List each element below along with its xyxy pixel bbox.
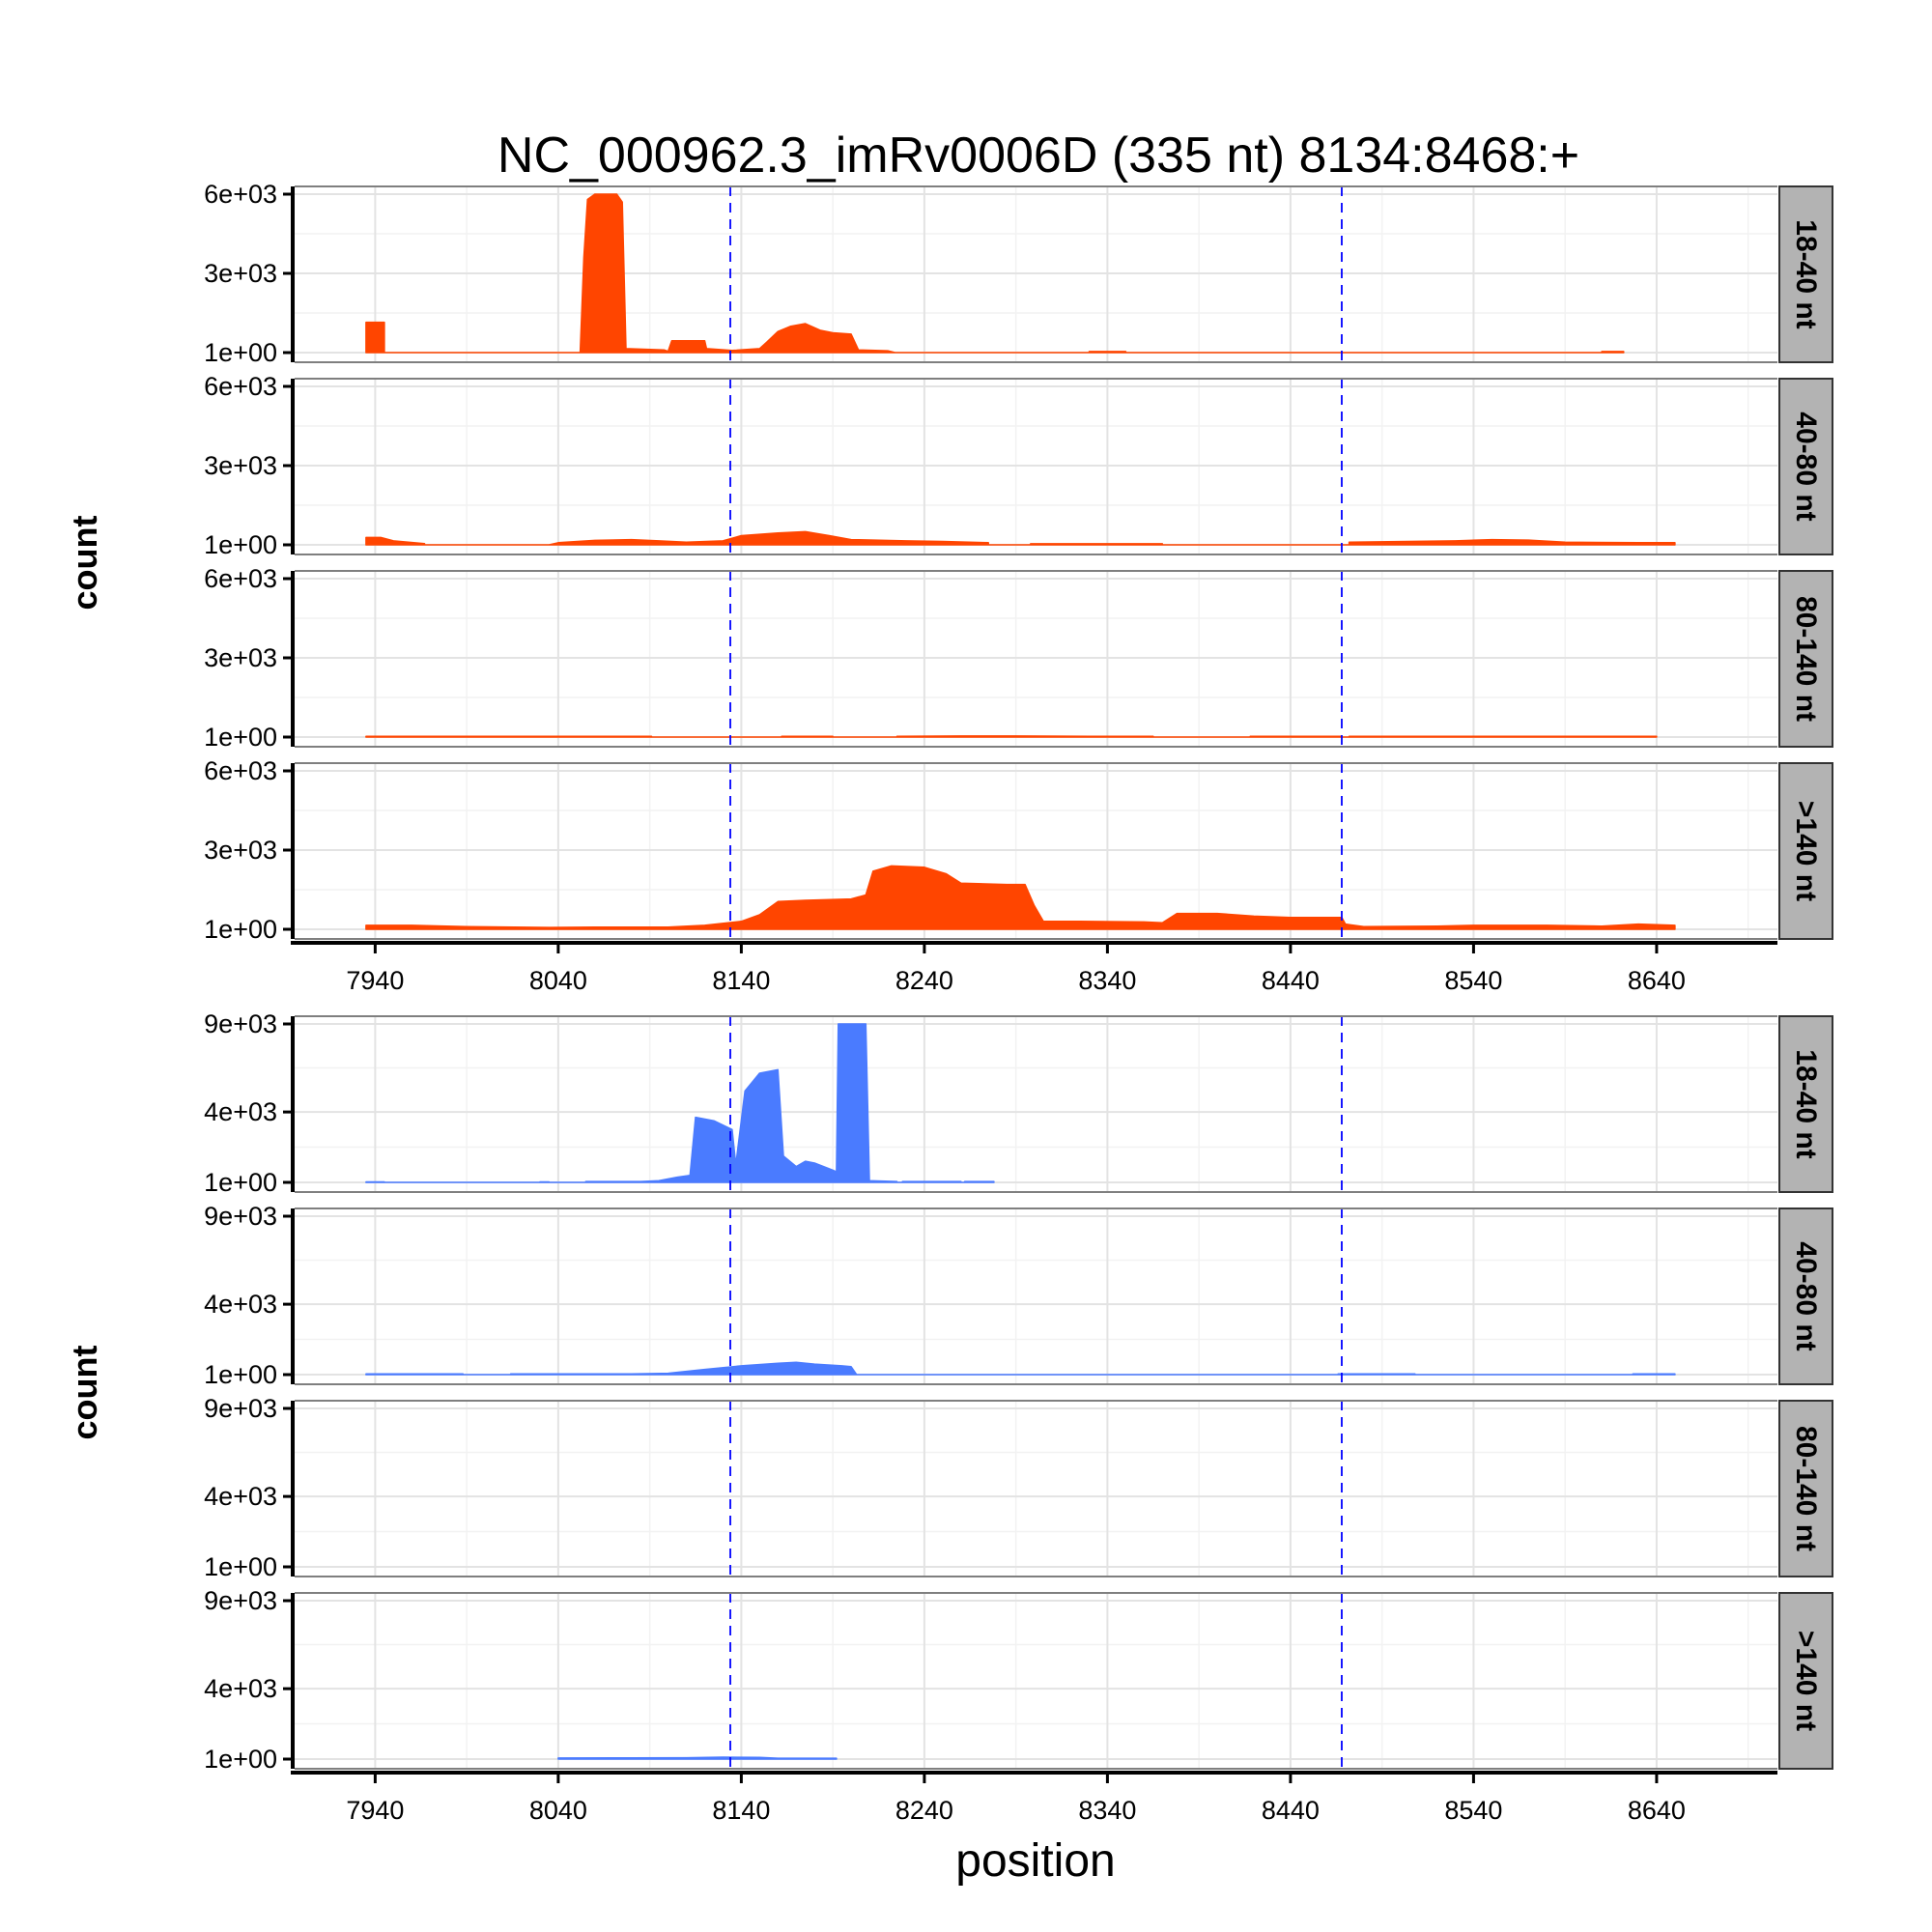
facet-block-top: 1e+00 3e+03 6e+03 18-40 nt 1e+00 3e+03 6e+03 40… — [65, 180, 1833, 995]
x-axis-label: position — [955, 1835, 1115, 1887]
facet-strip-label: 18-40 nt — [1790, 219, 1822, 328]
coverage-area — [365, 530, 1676, 546]
facet-strip-label: 40-80 nt — [1790, 1241, 1822, 1350]
y-tick-label: 3e+03 — [204, 451, 277, 480]
y-tick-label: 6e+03 — [204, 756, 277, 785]
coverage-area — [365, 735, 1658, 738]
x-axis: 7940 8040 8140 8240 8340 8440 8540 8640 — [291, 1771, 1777, 1825]
y-tick-label: 4e+03 — [204, 1097, 277, 1126]
facet-strip — [1778, 185, 1833, 363]
coverage-area — [557, 1756, 838, 1760]
x-tick-label: 8040 — [529, 966, 587, 995]
y-tick-label: 9e+03 — [204, 1586, 277, 1615]
y-axis-label: count — [65, 516, 104, 611]
y-tick-label: 3e+03 — [204, 259, 277, 288]
facet-strip — [1778, 762, 1833, 940]
coverage-area — [365, 1361, 1676, 1376]
y-tick-label: 1e+00 — [204, 530, 277, 559]
coverage-area — [365, 1023, 995, 1183]
facet-strip — [1778, 378, 1833, 555]
y-tick-label: 1e+00 — [204, 1168, 277, 1197]
facet-panel: 1e+00 3e+03 6e+03 >140 nt — [204, 756, 1833, 944]
x-tick-label: 8140 — [712, 1796, 770, 1825]
x-tick-label: 8340 — [1078, 966, 1136, 995]
x-tick-label: 8440 — [1262, 1796, 1320, 1825]
y-tick-label: 1e+00 — [204, 723, 277, 752]
x-tick-label: 8240 — [895, 966, 953, 995]
facet-strip — [1778, 1015, 1833, 1193]
facet-panel: 1e+00 3e+03 6e+03 80-140 nt — [204, 564, 1833, 752]
y-tick-label: 3e+03 — [204, 643, 277, 672]
x-tick-label: 8440 — [1262, 966, 1320, 995]
y-tick-label: 9e+03 — [204, 1202, 277, 1231]
y-tick-label: 6e+03 — [204, 564, 277, 593]
facet-panel: 1e+00 4e+03 9e+03 18-40 nt — [204, 1009, 1833, 1197]
facet-strip-label: 80-140 nt — [1790, 596, 1822, 722]
facet-strip-label: 40-80 nt — [1790, 412, 1822, 521]
facet-strip-label: 80-140 nt — [1790, 1426, 1822, 1551]
chart-title: NC_000962.3_imRv0006D (335 nt) 8134:8468… — [497, 128, 1579, 184]
facet-strip — [1778, 570, 1833, 748]
y-tick-label: 1e+00 — [204, 1745, 277, 1774]
facet-strip-label: >140 nt — [1790, 1631, 1822, 1731]
y-tick-label: 4e+03 — [204, 1674, 277, 1703]
x-tick-label: 8140 — [712, 966, 770, 995]
x-tick-label: 8540 — [1444, 1796, 1502, 1825]
y-tick-label: 4e+03 — [204, 1482, 277, 1511]
y-tick-label: 9e+03 — [204, 1009, 277, 1038]
y-tick-label: 1e+00 — [204, 1360, 277, 1389]
facet-panel: 1e+00 4e+03 9e+03 >140 nt — [204, 1586, 1833, 1774]
coverage-area — [365, 865, 1676, 930]
panels-area: 1e+00 3e+03 6e+03 18-40 nt 1e+00 3e+03 6e+03 40… — [65, 180, 1833, 1825]
facet-panel: 1e+00 4e+03 9e+03 40-80 nt — [204, 1202, 1833, 1389]
facet-strip-label: >140 nt — [1790, 801, 1822, 901]
facet-block-bottom: 1e+00 4e+03 9e+03 18-40 nt 1e+00 4e+03 9e+03 40… — [65, 1009, 1833, 1825]
x-tick-label: 8340 — [1078, 1796, 1136, 1825]
x-tick-label: 8640 — [1628, 1796, 1686, 1825]
x-tick-label: 8540 — [1444, 966, 1502, 995]
y-tick-label: 6e+03 — [204, 372, 277, 401]
coverage-area — [365, 193, 1625, 354]
x-tick-label: 7940 — [346, 1796, 404, 1825]
y-tick-label: 1e+00 — [204, 1552, 277, 1581]
facet-strip — [1778, 1400, 1833, 1577]
facet-panel: 1e+00 3e+03 6e+03 18-40 nt — [204, 180, 1833, 367]
y-tick-label: 6e+03 — [204, 180, 277, 209]
x-tick-label: 8040 — [529, 1796, 587, 1825]
y-tick-label: 1e+00 — [204, 915, 277, 944]
facet-strip — [1778, 1208, 1833, 1385]
facet-panel: 1e+00 3e+03 6e+03 40-80 nt — [204, 372, 1833, 559]
facet-strip-label: 18-40 nt — [1790, 1049, 1822, 1158]
x-axis: 7940 8040 8140 8240 8340 8440 8540 8640 — [291, 941, 1777, 995]
y-tick-label: 1e+00 — [204, 338, 277, 367]
y-tick-label: 9e+03 — [204, 1394, 277, 1423]
facet-strip — [1778, 1592, 1833, 1770]
x-tick-label: 7940 — [346, 966, 404, 995]
y-tick-label: 3e+03 — [204, 836, 277, 865]
x-tick-label: 8240 — [895, 1796, 953, 1825]
y-tick-label: 4e+03 — [204, 1290, 277, 1319]
facet-panel: 1e+00 4e+03 9e+03 80-140 nt — [204, 1394, 1833, 1581]
x-tick-label: 8640 — [1628, 966, 1686, 995]
y-axis-label: count — [65, 1346, 104, 1440]
